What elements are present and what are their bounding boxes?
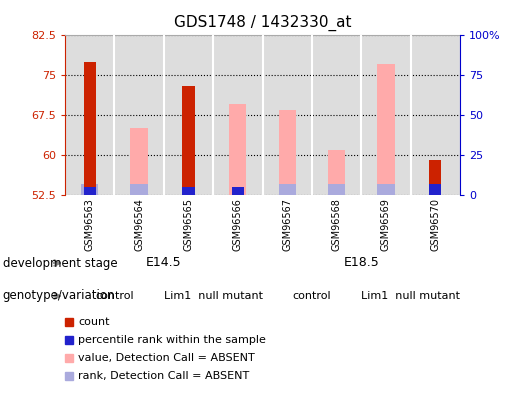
Bar bbox=[232, 187, 244, 195]
Text: genotype/variation: genotype/variation bbox=[3, 290, 115, 303]
Text: Lim1  null mutant: Lim1 null mutant bbox=[361, 291, 460, 301]
Bar bbox=[81, 184, 98, 195]
Bar bbox=[377, 64, 394, 195]
Bar bbox=[130, 128, 148, 195]
Bar bbox=[229, 104, 247, 195]
Title: GDS1748 / 1432330_at: GDS1748 / 1432330_at bbox=[174, 15, 351, 31]
Text: count: count bbox=[78, 317, 110, 327]
Bar bbox=[83, 187, 96, 195]
Bar bbox=[130, 184, 148, 195]
Text: percentile rank within the sample: percentile rank within the sample bbox=[78, 335, 266, 345]
Text: E18.5: E18.5 bbox=[344, 256, 379, 269]
Bar bbox=[83, 62, 96, 195]
Bar bbox=[429, 184, 441, 195]
Text: E14.5: E14.5 bbox=[146, 256, 182, 269]
Bar bbox=[182, 187, 195, 195]
Bar bbox=[182, 86, 195, 195]
Text: rank, Detection Call = ABSENT: rank, Detection Call = ABSENT bbox=[78, 371, 249, 381]
Bar bbox=[377, 184, 394, 195]
Text: control: control bbox=[293, 291, 331, 301]
Bar bbox=[328, 184, 345, 195]
Text: development stage: development stage bbox=[3, 256, 117, 269]
Text: Lim1  null mutant: Lim1 null mutant bbox=[164, 291, 263, 301]
Bar bbox=[279, 110, 296, 195]
Bar bbox=[279, 184, 296, 195]
Text: value, Detection Call = ABSENT: value, Detection Call = ABSENT bbox=[78, 353, 255, 363]
Bar bbox=[328, 150, 345, 195]
Text: control: control bbox=[95, 291, 134, 301]
Bar bbox=[429, 160, 441, 195]
